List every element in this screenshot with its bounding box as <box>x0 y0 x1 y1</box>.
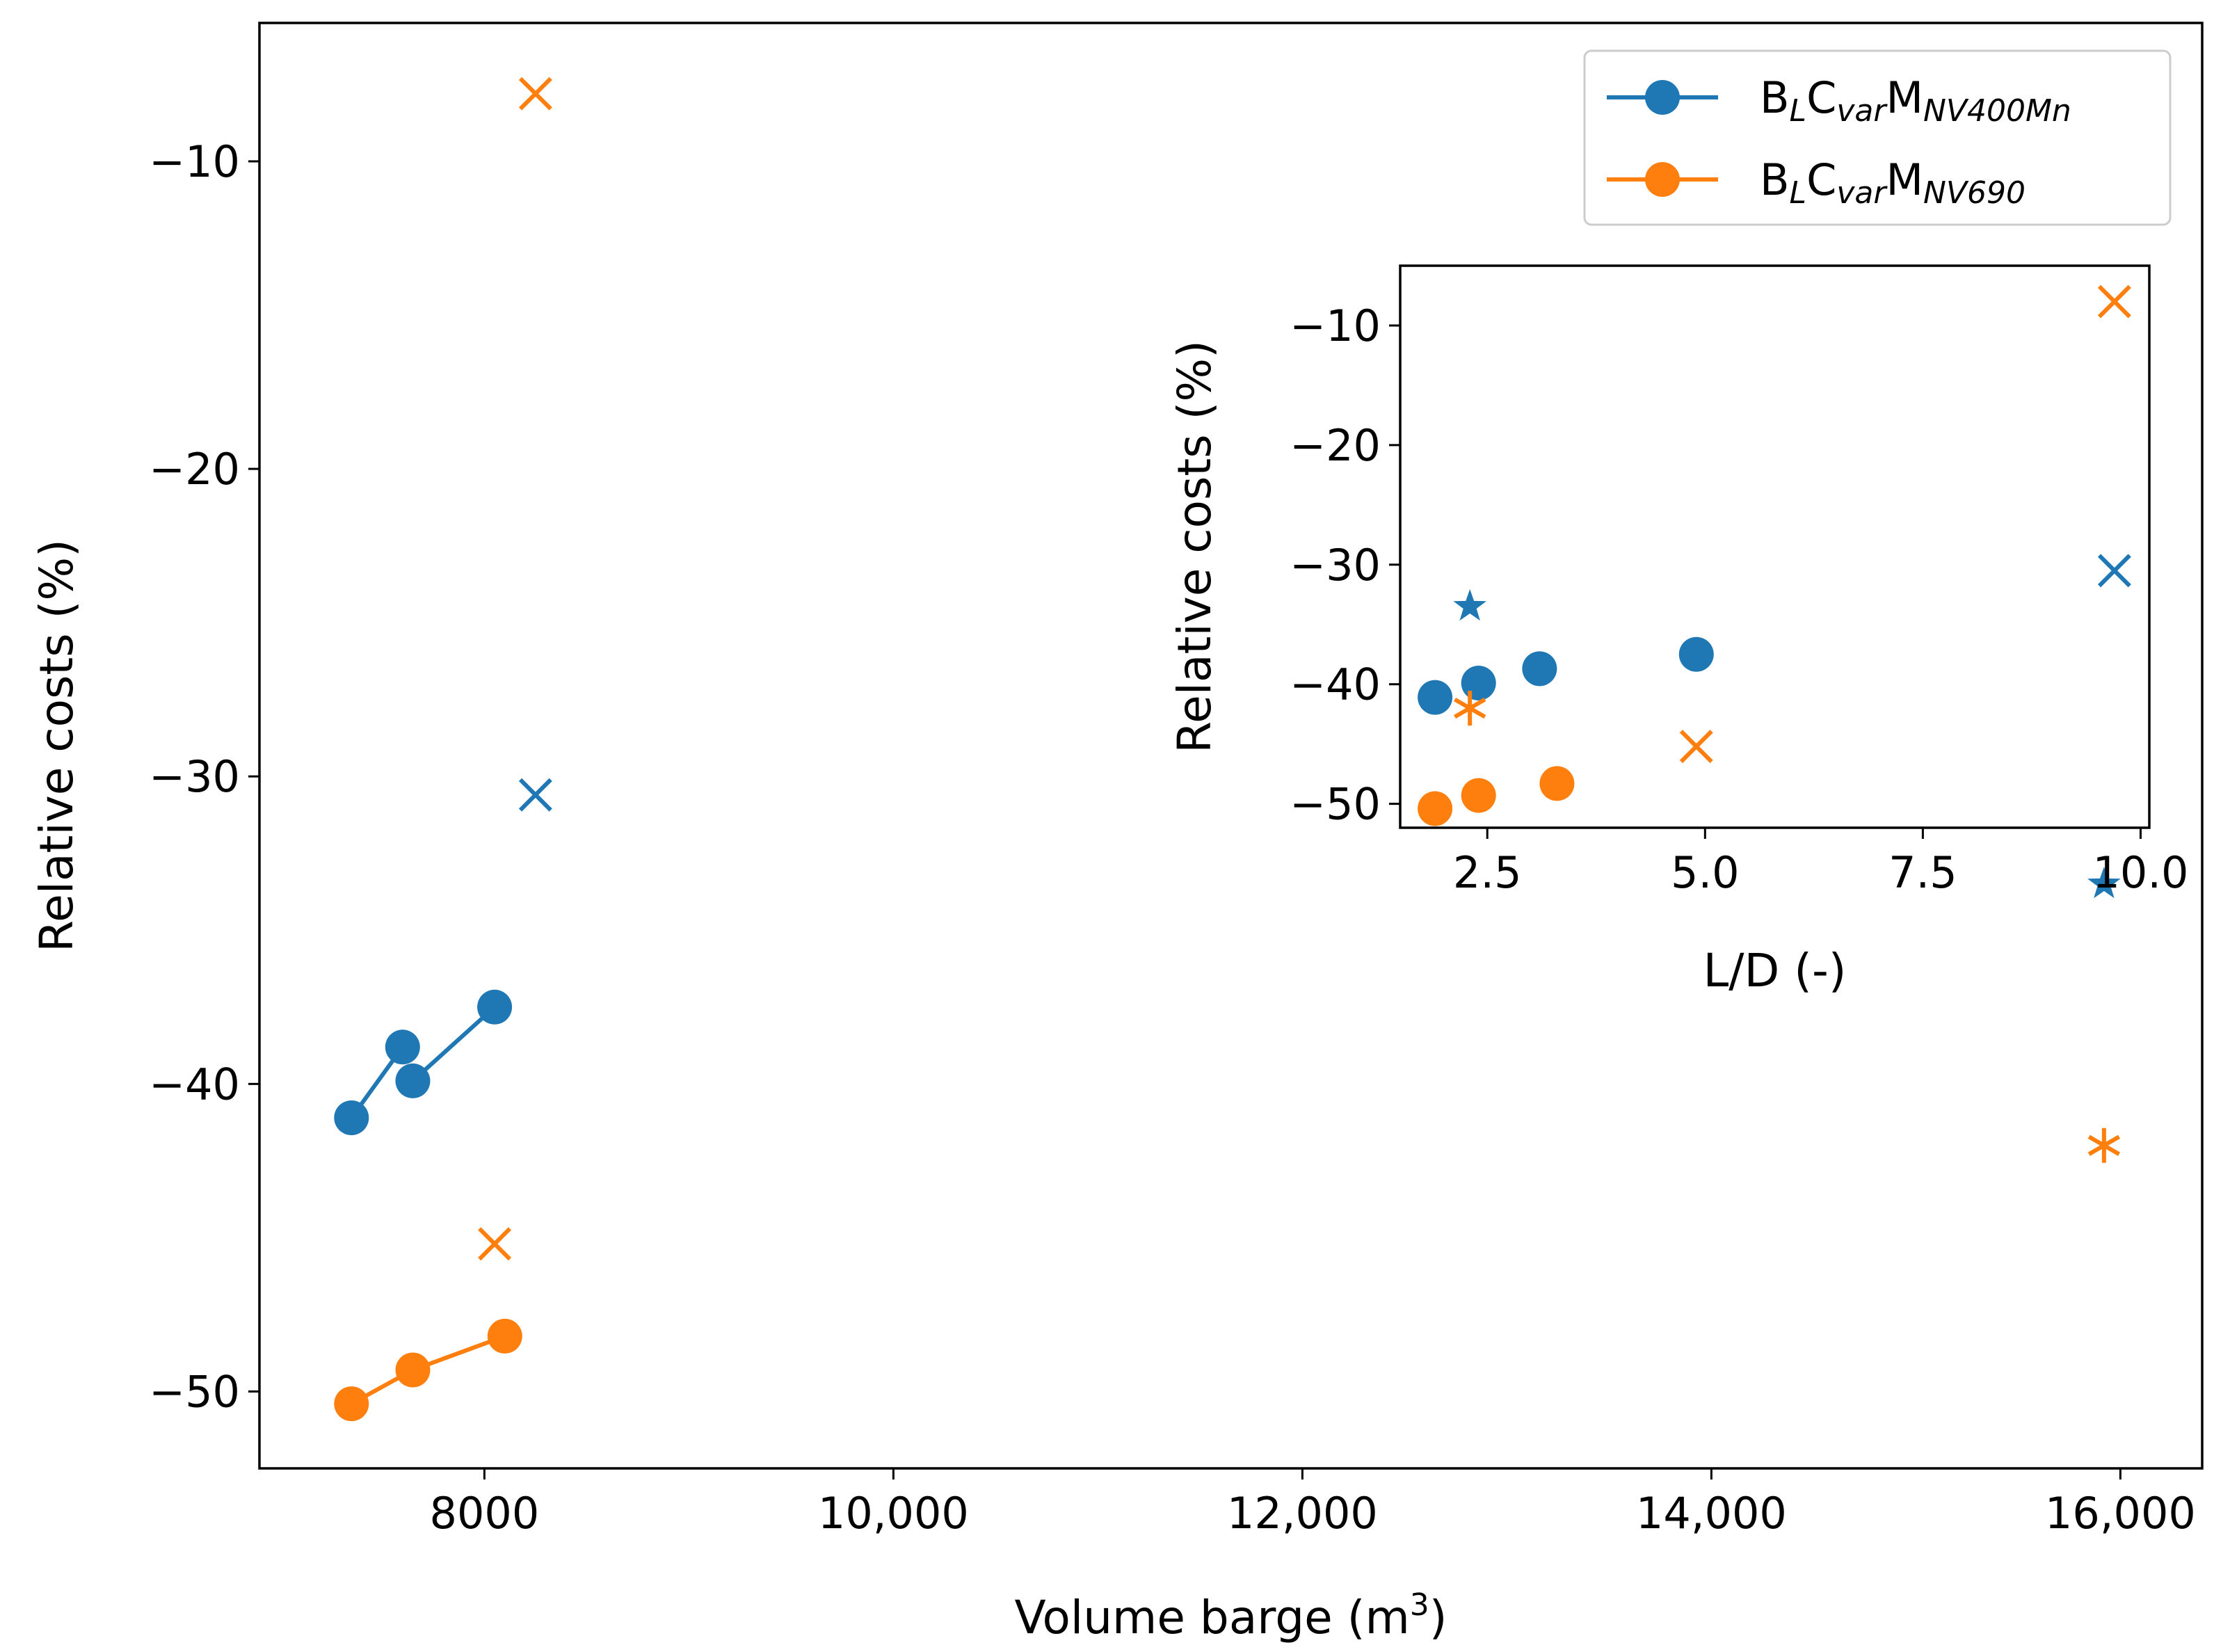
main-xtick-label: 8000 <box>430 1488 540 1539</box>
series-1 <box>334 1318 522 1422</box>
inset-ytick-label: −40 <box>1290 659 1381 710</box>
inset-ytick-label: −20 <box>1290 420 1381 471</box>
y-axis-title: Relative costs (%) <box>30 539 83 952</box>
inset-background <box>1400 266 2149 828</box>
data-point <box>334 1100 369 1135</box>
data-point <box>518 778 552 812</box>
legend-entry: BLCvarMNV400Mn <box>1607 72 2071 129</box>
inset-data-point <box>1679 730 1713 764</box>
inset-series-4 <box>1453 589 1486 621</box>
inset-frame <box>1399 264 2151 829</box>
series-4 <box>2087 867 2121 899</box>
legend-marker <box>1645 80 1680 115</box>
inset-data-point <box>1522 651 1557 687</box>
main-frame <box>258 22 2204 1470</box>
data-point <box>477 989 513 1025</box>
inset-data-point <box>1461 665 1496 700</box>
series-3 <box>478 77 552 1261</box>
legend-marker <box>1645 162 1680 197</box>
inset-x-axis-title: L/D (-) <box>1703 944 1846 997</box>
main-ytick-label: −40 <box>149 1059 240 1109</box>
inset-ytick-label: −30 <box>1290 540 1381 591</box>
data-point <box>385 1029 420 1065</box>
inset-series-2 <box>2097 554 2131 588</box>
inset-data-point <box>1418 680 1453 715</box>
data-point <box>487 1318 522 1354</box>
inset-data-point <box>1678 636 1714 672</box>
inset-series-3 <box>1679 284 2131 764</box>
legend-box <box>1583 49 2172 226</box>
inset-ytick-label: −10 <box>1290 300 1381 351</box>
inset-xtick-label: 5.0 <box>1671 847 1740 898</box>
inset-series-0 <box>1418 636 1714 715</box>
inset-series-5 <box>1454 691 1486 726</box>
inset-data-point <box>1453 589 1486 621</box>
data-point <box>478 1227 512 1261</box>
main-xtick-label: 10,000 <box>818 1488 969 1539</box>
inset-series-1 <box>1418 766 1575 826</box>
main-xtick-label: 14,000 <box>1636 1488 1787 1539</box>
inset-data-point <box>2097 284 2131 319</box>
inset-ytick-label: −50 <box>1290 779 1381 830</box>
data-point <box>395 1063 431 1098</box>
data-point <box>2087 1128 2121 1163</box>
inset-data-point <box>2097 554 2131 588</box>
series-line <box>411 1005 497 1083</box>
legend-entry: BLCvarMNV690 <box>1607 154 2026 211</box>
main-xtick-label: 16,000 <box>2045 1488 2196 1539</box>
inset-data-point <box>1418 791 1453 826</box>
inset-data-point <box>1454 691 1486 726</box>
inset-y-axis-title: Relative costs (%) <box>1168 340 1221 753</box>
x-axis-title: Volume barge (m3) <box>1014 1587 1447 1644</box>
main-ytick-label: −50 <box>149 1366 240 1417</box>
legend: BLCvarMNV400Mn BLCvarMNV690 <box>1583 49 2172 226</box>
data-point <box>518 77 552 111</box>
main-ytick-label: −20 <box>149 444 240 495</box>
series-5 <box>2087 1128 2121 1163</box>
data-point <box>2087 867 2121 899</box>
legend-label: BLCvarMNV400Mn <box>1760 72 2071 129</box>
inset-xtick-label: 7.5 <box>1888 847 1957 898</box>
series-0 <box>334 989 513 1135</box>
inset-xtick-label: 10.0 <box>2092 847 2188 898</box>
main-plot-area: 8000 10,000 12,000 14,000 16,000 −10 −20 −30 −40… <box>30 22 2204 1644</box>
main-xtick-label: 12,000 <box>1227 1488 1378 1539</box>
inset-data-point <box>1539 766 1575 801</box>
legend-label: BLCvarMNV690 <box>1760 154 2026 211</box>
inset-plot-area: 2.5 5.0 7.5 10.0 −10 −20 −30 −40 −50 L/D (-) Relat… <box>1168 264 2189 997</box>
main-ytick-label: −10 <box>149 136 240 187</box>
inset-data-point <box>1461 778 1496 813</box>
data-point <box>395 1352 431 1388</box>
data-point <box>334 1386 369 1422</box>
inset-xtick-label: 2.5 <box>1453 847 1522 898</box>
series-2 <box>518 778 552 812</box>
main-ytick-label: −30 <box>149 751 240 802</box>
